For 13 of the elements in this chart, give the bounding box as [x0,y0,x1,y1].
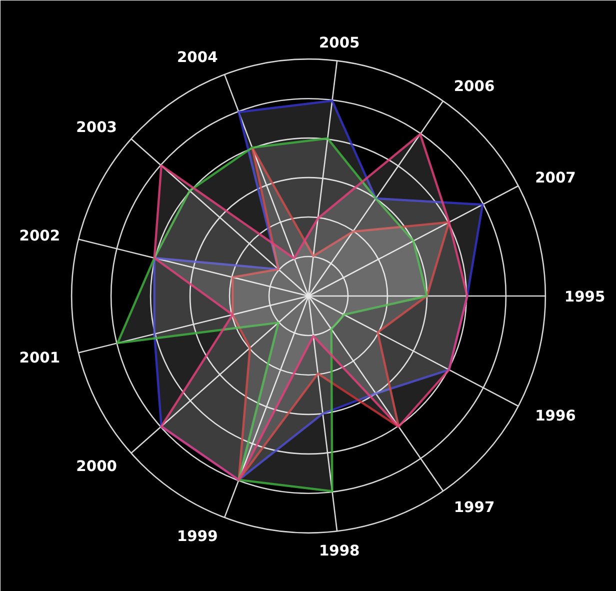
spoke-label: 2001 [19,350,60,367]
spoke-label: 2000 [76,458,117,476]
spoke-label: 1999 [176,528,218,545]
spoke-label: 1995 [564,288,606,306]
spoke-label: 2004 [176,49,218,66]
spoke-label: 2006 [454,78,495,95]
spoke-label: 2003 [76,118,117,136]
spoke-label: 2007 [535,170,576,187]
spoke-label: 1996 [535,407,576,424]
spoke-label: 2002 [19,227,60,244]
spoke-label: 1998 [318,542,360,560]
spoke-label: 1997 [454,499,495,516]
spoke-label: 2005 [318,34,360,52]
